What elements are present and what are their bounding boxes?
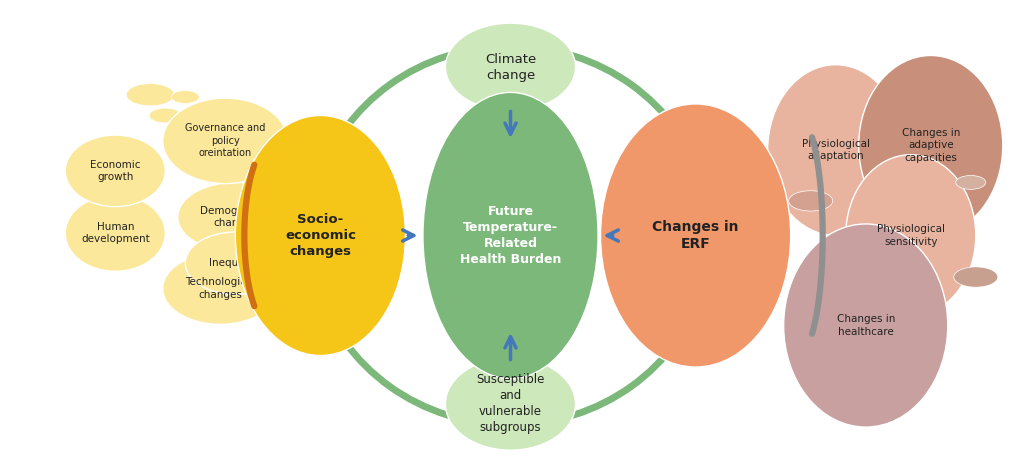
Ellipse shape [784, 224, 947, 427]
Ellipse shape [600, 104, 790, 367]
Ellipse shape [162, 98, 288, 184]
Circle shape [172, 90, 199, 104]
Ellipse shape [768, 65, 904, 236]
Ellipse shape [859, 56, 1003, 236]
Text: Governance and
policy
oreintation: Governance and policy oreintation [185, 123, 265, 158]
Text: Inequality: Inequality [209, 258, 261, 268]
Circle shape [149, 108, 182, 123]
Ellipse shape [65, 195, 165, 271]
Circle shape [127, 84, 175, 106]
Ellipse shape [445, 358, 576, 450]
Text: Physiological
sensitivity: Physiological sensitivity [877, 224, 944, 247]
Text: Susceptible
and
vulnerable
subgroups: Susceptible and vulnerable subgroups [477, 374, 544, 434]
Text: Demographic
changes: Demographic changes [200, 206, 271, 228]
Text: Changes in
healthcare: Changes in healthcare [836, 314, 894, 337]
Circle shape [956, 176, 985, 189]
Text: Changes in
ERF: Changes in ERF [652, 220, 739, 251]
Text: Physiological
adaptation: Physiological adaptation [801, 139, 870, 161]
Circle shape [788, 191, 833, 211]
Ellipse shape [845, 154, 976, 317]
Ellipse shape [235, 115, 405, 356]
Text: Human
development: Human development [81, 222, 150, 244]
Text: Changes in
adaptive
capacities: Changes in adaptive capacities [902, 128, 960, 163]
Text: Technological
changes: Technological changes [185, 277, 255, 300]
Ellipse shape [445, 23, 576, 111]
Circle shape [954, 267, 998, 287]
Ellipse shape [423, 92, 598, 379]
Ellipse shape [178, 182, 293, 252]
Text: Climate
change: Climate change [485, 53, 536, 81]
Text: Future
Temperature-
Related
Health Burden: Future Temperature- Related Health Burde… [459, 205, 562, 266]
Ellipse shape [65, 135, 165, 207]
Text: Economic
growth: Economic growth [90, 160, 141, 182]
Ellipse shape [186, 232, 285, 294]
Text: Socio-
economic
changes: Socio- economic changes [285, 213, 356, 258]
Ellipse shape [162, 253, 278, 325]
